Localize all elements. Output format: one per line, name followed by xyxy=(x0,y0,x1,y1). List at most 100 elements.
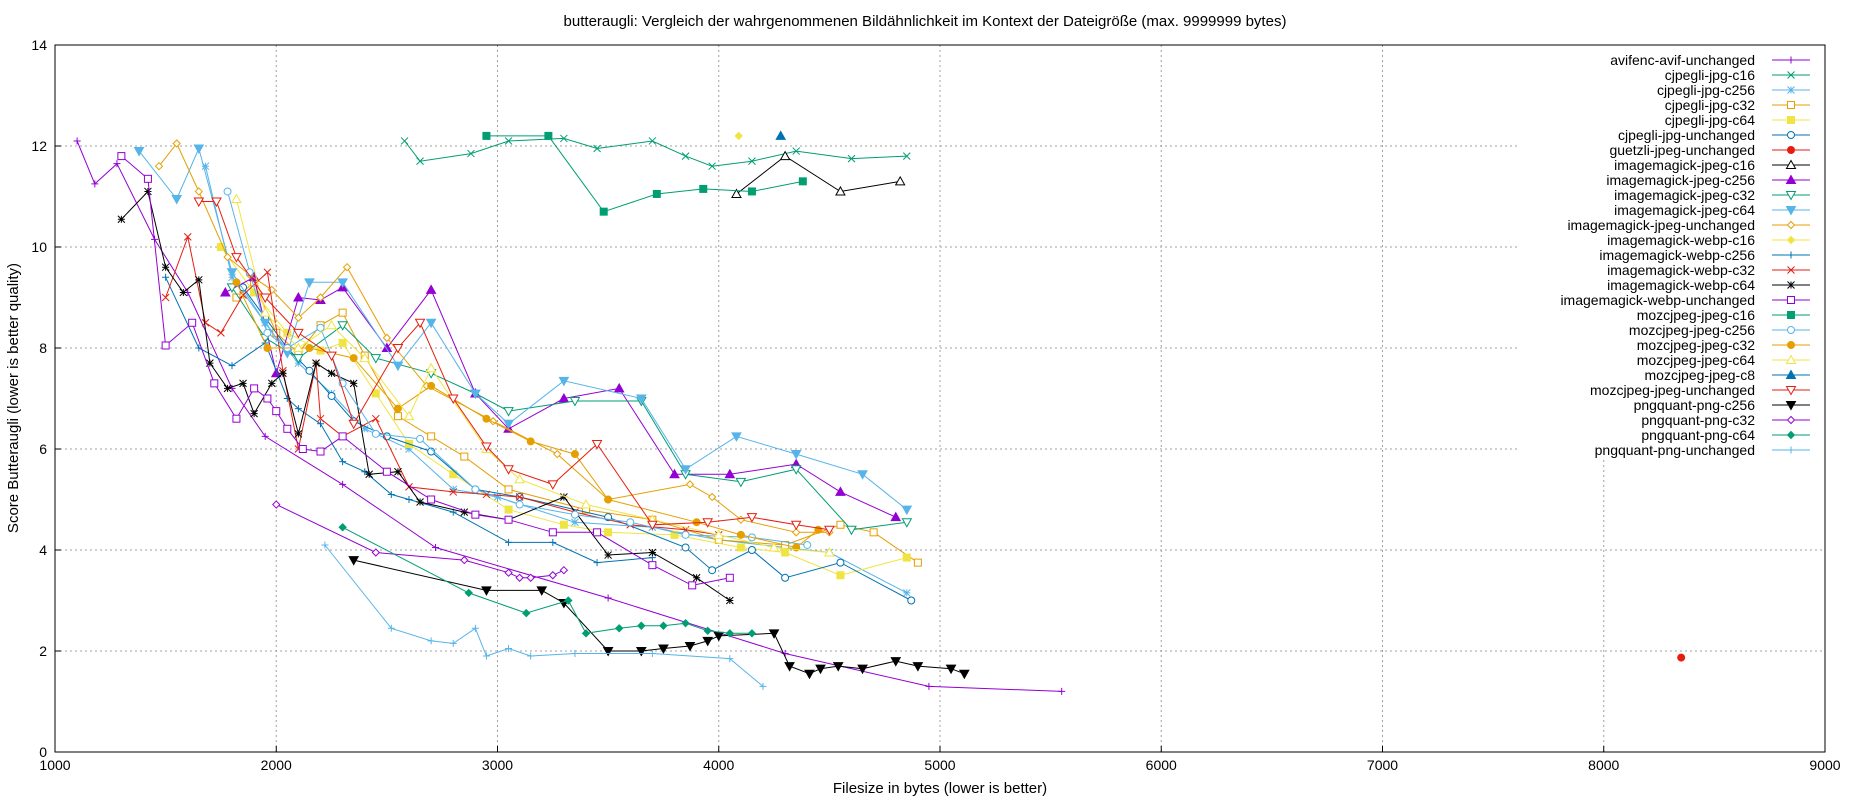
data-point xyxy=(394,467,402,476)
data-point xyxy=(681,530,690,539)
data-point xyxy=(731,432,742,442)
x-tick-label: 7000 xyxy=(1367,757,1398,773)
legend-entry: imagemagick-jpeg-c256 xyxy=(1606,172,1810,188)
data-point xyxy=(560,493,568,501)
data-point xyxy=(735,477,747,488)
data-point xyxy=(1787,131,1795,139)
data-point xyxy=(1785,401,1797,411)
legend-label: pngquant-png-c256 xyxy=(1634,397,1756,413)
legend-label: imagemagick-webp-unchanged xyxy=(1560,292,1755,308)
y-tick-label: 4 xyxy=(39,542,47,558)
data-point xyxy=(414,318,426,329)
data-point xyxy=(564,596,573,605)
data-point xyxy=(425,318,437,329)
legend-label: mozcjpeg-jpeg-c16 xyxy=(1637,307,1755,323)
data-point xyxy=(659,621,668,630)
legend-entry: imagemagick-jpeg-c32 xyxy=(1614,187,1810,203)
data-point xyxy=(958,669,970,680)
legend-entry: pngquant-png-unchanged xyxy=(1595,442,1810,458)
data-point xyxy=(481,586,492,596)
legend-label: imagemagick-jpeg-c64 xyxy=(1614,202,1755,218)
data-point xyxy=(925,682,933,690)
x-axis-label: Filesize in bytes (lower is better) xyxy=(833,780,1047,797)
data-point xyxy=(846,525,857,536)
data-point xyxy=(316,414,325,423)
data-point xyxy=(304,278,315,288)
legend-entry: cjpegli-jpg-c256 xyxy=(1657,82,1810,98)
data-point xyxy=(1787,266,1795,274)
data-point xyxy=(692,573,701,582)
data-point xyxy=(427,432,436,441)
data-point xyxy=(416,434,425,443)
data-point xyxy=(73,137,81,145)
data-point xyxy=(338,338,347,347)
data-point xyxy=(263,328,272,337)
data-point xyxy=(548,571,558,580)
series-pngquant-png-c32 xyxy=(272,500,569,582)
data-point xyxy=(526,437,535,446)
data-point xyxy=(894,175,906,186)
data-point xyxy=(703,626,712,636)
legend-entry: avifenc-avif-unchanged xyxy=(1610,52,1810,68)
data-point xyxy=(614,624,624,633)
series-guetzli-jpeg-unchanged xyxy=(1677,653,1686,662)
y-tick-label: 14 xyxy=(31,37,47,53)
data-point xyxy=(604,528,613,537)
legend-label: imagemagick-jpeg-c32 xyxy=(1614,187,1755,203)
data-point xyxy=(449,488,458,496)
data-point xyxy=(393,412,402,421)
data-point xyxy=(835,486,846,496)
data-point xyxy=(482,414,491,423)
legend-label: guetzli-jpeg-unchanged xyxy=(1609,142,1755,158)
data-point xyxy=(593,559,601,567)
data-point xyxy=(91,180,99,188)
data-point xyxy=(305,366,314,375)
data-point xyxy=(226,283,238,293)
data-point xyxy=(188,318,197,327)
data-point xyxy=(680,465,691,475)
data-point xyxy=(832,662,844,672)
data-point xyxy=(117,152,126,161)
series-mozcjpeg-jpeg-c8 xyxy=(775,130,787,140)
legend-label: imagemagick-jpeg-c16 xyxy=(1614,157,1755,173)
data-point xyxy=(515,493,524,501)
data-point xyxy=(836,571,845,580)
legend-entry: mozcjpeg-jpeg-c256 xyxy=(1629,322,1810,338)
data-point xyxy=(1785,369,1797,379)
data-point xyxy=(416,157,424,166)
legend-entry: mozcjpeg-jpeg-c64 xyxy=(1637,352,1810,368)
x-axis-ticks: 1000 2000 3000 4000 5000 6000 7000 8000 9000 xyxy=(39,746,1841,773)
chart-title: butteraugli: Vergleich der wahrgenommene… xyxy=(564,13,1287,30)
legend: avifenc-avif-unchangedcjpegli-jpg-c16cjp… xyxy=(1560,52,1810,458)
data-point xyxy=(857,664,868,675)
data-point xyxy=(162,273,170,281)
data-point xyxy=(725,629,735,638)
data-point xyxy=(201,318,210,327)
legend-label: pngquant-png-c64 xyxy=(1641,427,1755,443)
data-point xyxy=(593,144,601,153)
legend-label: imagemagick-webp-c16 xyxy=(1607,232,1755,248)
legend-label: mozcjpeg-jpeg-c32 xyxy=(1637,337,1755,353)
data-point xyxy=(460,452,469,461)
data-point xyxy=(724,468,736,479)
data-point xyxy=(294,313,303,322)
legend-entry: cjpegli-jpg-unchanged xyxy=(1618,127,1810,143)
series-mozcjpeg-jpeg-c64 xyxy=(231,193,835,557)
data-point xyxy=(1785,386,1797,396)
data-point xyxy=(815,664,826,675)
data-point xyxy=(591,439,603,450)
data-point xyxy=(569,397,581,407)
data-point xyxy=(768,541,780,552)
data-point xyxy=(360,424,369,433)
data-point xyxy=(505,538,513,546)
data-point xyxy=(504,515,513,524)
data-point xyxy=(403,410,415,421)
data-point xyxy=(405,445,413,453)
data-point xyxy=(183,233,192,241)
data-point xyxy=(194,187,204,196)
data-point xyxy=(263,344,272,352)
data-point xyxy=(206,359,214,368)
data-point xyxy=(220,286,231,297)
data-point xyxy=(504,485,513,494)
data-point xyxy=(1786,430,1796,440)
